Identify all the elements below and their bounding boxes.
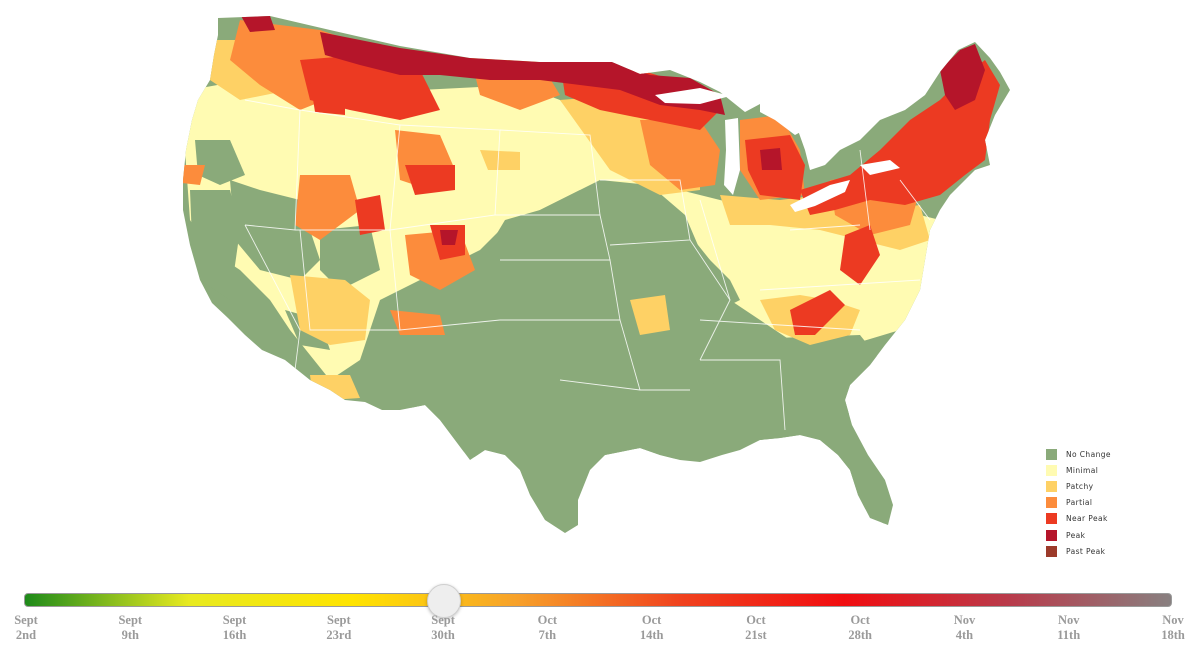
date-tick-month: Sept — [222, 613, 247, 627]
date-tick-month: Sept — [431, 613, 455, 627]
date-tick[interactable]: Nov 11th — [1039, 613, 1099, 642]
date-tick-month: Oct — [537, 613, 558, 627]
legend-label: Near Peak — [1066, 514, 1108, 524]
legend-label: Patchy — [1066, 481, 1094, 491]
us-foliage-map-svg[interactable] — [0, 0, 1200, 580]
date-tick-day: 18th — [1161, 627, 1185, 642]
legend-swatch — [1046, 545, 1057, 557]
legend-label: Peak — [1066, 530, 1086, 540]
date-tick-month: Sept — [14, 613, 38, 627]
date-tick[interactable]: Sept 2nd — [0, 613, 56, 642]
date-tick-month: Nov — [1057, 613, 1080, 627]
date-tick-day: 30th — [431, 627, 455, 642]
us-foliage-map[interactable]: No Change Minimal Patchy Partial Near Peak Pe… — [0, 0, 1200, 580]
date-tick[interactable]: Oct 28th — [830, 613, 890, 642]
great-lakes — [655, 88, 900, 212]
date-slider-track[interactable] — [24, 593, 1172, 607]
date-tick-month: Nov — [1162, 613, 1184, 627]
date-tick[interactable]: Sept 9th — [100, 613, 160, 642]
date-tick[interactable]: Oct 7th — [517, 613, 577, 642]
date-tick[interactable]: Sept 30th — [413, 613, 473, 642]
date-slider-thumb[interactable] — [427, 584, 462, 618]
legend-label: Past Peak — [1066, 546, 1106, 556]
date-tick-day: 7th — [538, 627, 557, 642]
date-tick-day: 21st — [745, 627, 767, 642]
legend-swatch — [1046, 480, 1057, 492]
date-tick[interactable]: Nov 4th — [934, 613, 994, 642]
legend-swatch — [1046, 529, 1057, 541]
legend-item: Partial — [1046, 495, 1111, 511]
date-tick-month: Nov — [953, 613, 976, 627]
legend-item: Peak — [1046, 527, 1111, 543]
legend-item: Patchy — [1046, 478, 1111, 494]
date-tick[interactable]: Sept 16th — [205, 613, 265, 642]
date-slider[interactable] — [24, 584, 1172, 618]
foliage-regions — [183, 16, 1000, 525]
date-tick-day: 4th — [955, 627, 974, 642]
state-borders — [244, 99, 931, 431]
legend-label: No Change — [1066, 449, 1111, 459]
date-tick-day: 23rd — [326, 627, 352, 642]
legend-item: Minimal — [1046, 462, 1111, 478]
date-tick-month: Oct — [641, 613, 662, 627]
legend-swatch — [1046, 513, 1057, 525]
date-tick-day: 14th — [639, 627, 664, 642]
date-tick[interactable]: Oct 21st — [726, 613, 786, 642]
date-tick-month: Oct — [850, 613, 870, 627]
date-tick[interactable]: Oct 14th — [622, 613, 682, 642]
date-tick-day: 16th — [222, 627, 247, 642]
date-tick-month: Sept — [118, 613, 143, 627]
date-tick[interactable]: Nov 18th — [1143, 613, 1200, 642]
date-tick[interactable]: Sept 23rd — [309, 613, 369, 642]
map-legend: No Change Minimal Patchy Partial Near Peak Pe… — [1046, 446, 1111, 559]
legend-item: Near Peak — [1046, 511, 1111, 527]
date-tick-day: 2nd — [15, 627, 37, 642]
legend-item: Past Peak — [1046, 543, 1111, 559]
date-tick-day: 28th — [848, 627, 872, 642]
legend-swatch — [1046, 448, 1057, 460]
legend-item: No Change — [1046, 446, 1111, 462]
legend-label: Minimal — [1066, 465, 1099, 475]
date-tick-month: Oct — [746, 613, 766, 627]
date-tick-month: Sept — [327, 613, 351, 627]
date-tick-day: 9th — [121, 627, 139, 642]
legend-swatch — [1046, 464, 1057, 476]
legend-label: Partial — [1066, 498, 1093, 508]
legend-swatch — [1046, 497, 1057, 509]
date-tick-day: 11th — [1057, 627, 1081, 642]
